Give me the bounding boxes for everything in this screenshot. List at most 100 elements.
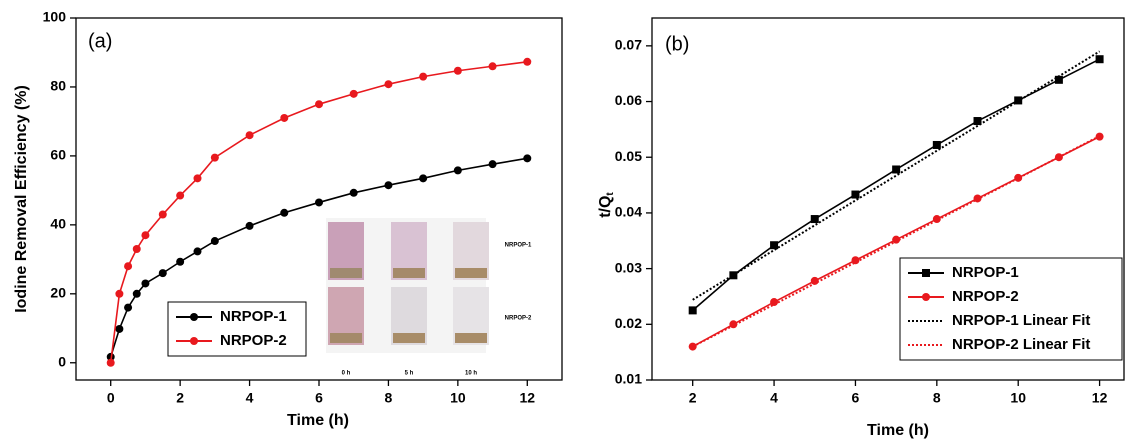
marker (176, 257, 185, 266)
y-tick-label: 40 (50, 216, 66, 232)
inset-column-label: 10 h (465, 371, 477, 377)
y-tick-label: 0.02 (615, 315, 642, 331)
marker (141, 279, 150, 288)
y-axis-label-subscript: t (605, 192, 616, 196)
marker (419, 72, 428, 81)
marker (115, 289, 124, 298)
y-tick-label: 0.04 (615, 204, 642, 220)
x-tick-label: 12 (519, 390, 535, 406)
marker (210, 153, 219, 162)
y-tick-label: 80 (50, 78, 66, 94)
marker (315, 198, 323, 207)
y-tick-label: 0.01 (615, 371, 642, 387)
x-tick-label: 12 (1092, 390, 1108, 406)
y-axis-label: t/Qt (597, 192, 615, 218)
x-tick-label: 4 (246, 390, 254, 406)
x-tick-label: 4 (770, 390, 778, 406)
x-tick-label: 2 (689, 390, 697, 406)
y-tick-label: 0 (58, 353, 66, 369)
y-tick-label: 60 (50, 147, 66, 163)
vial-sediment (393, 268, 425, 278)
marker (193, 174, 202, 183)
marker (132, 289, 141, 298)
legend: NRPOP-1 NRPOP-2 NRPOP-1 Linear Fit NRPOP-2 … (899, 257, 1123, 361)
marker (193, 247, 202, 256)
marker (245, 221, 254, 230)
plot-frame (651, 17, 1125, 381)
marker (851, 190, 860, 199)
marker (349, 188, 358, 197)
marker (124, 303, 133, 312)
legend-frame (167, 301, 307, 357)
legend: NRPOP-1 NRPOP-2 (167, 301, 307, 357)
x-tick-label: 10 (1010, 390, 1026, 406)
marker (770, 241, 779, 250)
marker (922, 269, 930, 277)
marker (892, 235, 901, 244)
vial-sediment (455, 268, 487, 278)
series-line (692, 50, 1101, 301)
marker (810, 276, 819, 285)
x-tick-label: 8 (933, 390, 941, 406)
marker (190, 337, 198, 345)
marker (1014, 173, 1023, 182)
marker (892, 165, 901, 174)
legend-frame (899, 257, 1123, 361)
inset-column-label: 5 h (405, 371, 414, 377)
marker (315, 100, 323, 109)
y-tick-label: 0.05 (615, 148, 642, 164)
marker (453, 166, 462, 175)
marker (349, 89, 358, 98)
vial-sediment (455, 333, 487, 343)
inset-row-label: NRPOP-1 (505, 243, 532, 249)
series (692, 50, 1101, 301)
y-tick-label: 0.06 (615, 92, 642, 108)
marker (973, 117, 982, 126)
x-tick-label: 8 (385, 390, 393, 406)
marker (922, 293, 930, 301)
marker (280, 208, 289, 217)
inset-photo: NRPOP-1 NRPOP-2 0 h 5 h 10 h (326, 218, 532, 377)
legend-label: NRPOP-1 Linear Fit (952, 312, 1090, 329)
x-tick-label: 10 (450, 390, 466, 406)
marker (141, 231, 150, 240)
legend-label: NRPOP-1 (220, 308, 287, 325)
vial-sediment (330, 268, 362, 278)
y-tick-label: 0.07 (615, 37, 642, 53)
x-tick-label: 2 (176, 390, 184, 406)
marker (488, 160, 497, 169)
y-tick-label: 20 (50, 285, 66, 301)
panel-label: (b) (665, 33, 689, 55)
series (692, 135, 1101, 348)
marker (190, 313, 198, 321)
vial-sediment (330, 333, 362, 343)
inset-column-label: 0 h (342, 371, 351, 377)
marker (729, 271, 738, 280)
x-axis-label: Time (h) (867, 422, 929, 439)
marker (124, 262, 133, 271)
marker (729, 320, 738, 329)
series (106, 154, 532, 361)
series (106, 57, 532, 367)
legend-label: NRPOP-2 Linear Fit (952, 336, 1090, 353)
legend-label: NRPOP-2 (952, 288, 1019, 305)
series-line (692, 135, 1101, 348)
marker (810, 215, 819, 224)
y-axis-label: Iodine Removal Efficiency (%) (13, 85, 30, 313)
marker (523, 154, 532, 163)
marker (106, 358, 115, 367)
vial-sediment (393, 333, 425, 343)
marker (176, 191, 185, 200)
marker (1095, 55, 1104, 64)
marker (210, 237, 219, 246)
x-tick-label: 0 (107, 390, 115, 406)
x-tick-label: 6 (315, 390, 323, 406)
y-axis-label-main: t/Q (597, 196, 614, 218)
marker (115, 324, 124, 333)
inset-row-label: NRPOP-2 (505, 316, 532, 322)
marker (932, 140, 941, 149)
marker (453, 66, 462, 75)
marker (1054, 75, 1063, 84)
marker (523, 57, 532, 66)
